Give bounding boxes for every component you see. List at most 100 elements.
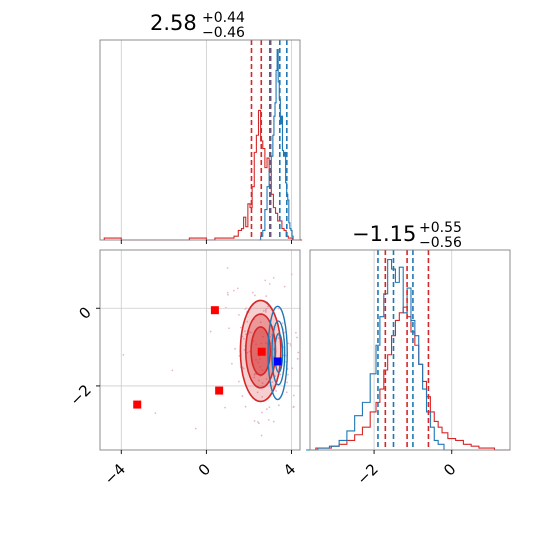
scatter-point bbox=[240, 326, 242, 329]
scatter-point bbox=[209, 330, 212, 333]
scatter-point bbox=[287, 373, 289, 376]
scatter-point bbox=[228, 327, 230, 330]
red-marker bbox=[215, 386, 224, 395]
panel-frame bbox=[99, 249, 301, 451]
scatter-point bbox=[241, 395, 244, 397]
scatter-point bbox=[271, 381, 273, 384]
scatter-point bbox=[294, 331, 297, 334]
x-tick-label: 0 bbox=[195, 460, 214, 479]
scatter-point bbox=[241, 335, 244, 338]
scatter-point bbox=[224, 306, 227, 309]
scatter-point bbox=[261, 382, 264, 385]
panel-frame bbox=[99, 39, 301, 241]
x-tick-label: −2 bbox=[354, 460, 382, 488]
scatter-point bbox=[272, 276, 275, 279]
scatter-point bbox=[249, 331, 252, 334]
title-param1: 2.58 +0.44 −0.46 bbox=[150, 10, 245, 41]
title-param1-upper: +0.44 bbox=[202, 10, 245, 26]
scatter-point bbox=[277, 307, 280, 310]
scatter-point bbox=[258, 379, 260, 382]
contour-blue-2 bbox=[274, 332, 284, 374]
scatter-point bbox=[297, 351, 300, 354]
scatter-point bbox=[291, 367, 294, 370]
scatter-point bbox=[275, 390, 277, 392]
scatter-point bbox=[244, 405, 247, 408]
scatter-point bbox=[244, 333, 247, 336]
scatter-point bbox=[242, 367, 245, 370]
scatter-point bbox=[272, 420, 275, 423]
scatter-point bbox=[238, 380, 240, 383]
title-param1-value: 2.58 bbox=[150, 11, 197, 35]
scatter-point bbox=[171, 369, 174, 372]
scatter-point bbox=[283, 285, 286, 288]
scatter-point bbox=[265, 295, 268, 297]
scatter-point bbox=[265, 377, 268, 380]
scatter-point bbox=[236, 287, 239, 290]
scatter-point bbox=[260, 434, 263, 437]
x-tick-label: 0 bbox=[440, 460, 459, 479]
scatter-point bbox=[261, 395, 264, 398]
scatter-point bbox=[255, 343, 258, 346]
scatter-point bbox=[296, 357, 299, 360]
histogram-sample_b bbox=[258, 48, 295, 241]
scatter-point bbox=[265, 408, 268, 411]
scatter-point bbox=[260, 342, 263, 345]
scatter-point bbox=[248, 350, 251, 353]
scatter-point bbox=[234, 347, 236, 350]
red-marker bbox=[257, 347, 266, 356]
scatter-point bbox=[244, 330, 246, 333]
scatter-point bbox=[226, 267, 229, 269]
scatter-point bbox=[232, 289, 235, 292]
scatter-point bbox=[238, 314, 240, 316]
title-param2-value: −1.15 bbox=[352, 222, 416, 246]
scatter-point bbox=[277, 404, 280, 407]
blue-marker bbox=[273, 357, 282, 366]
scatter-point bbox=[264, 310, 267, 313]
histogram-sample_a bbox=[308, 306, 510, 451]
scatter-point bbox=[264, 279, 267, 282]
scatter-point bbox=[227, 293, 229, 296]
joint-panel: −4 0 4 −2 0 bbox=[66, 249, 301, 488]
y-tick-label: −2 bbox=[66, 381, 94, 409]
scatter-point bbox=[268, 283, 271, 285]
x-tick-label: −4 bbox=[101, 460, 129, 488]
scatter-point bbox=[245, 307, 248, 310]
scatter-point bbox=[226, 291, 229, 294]
scatter-point bbox=[246, 320, 249, 323]
y-tick-label: 0 bbox=[75, 303, 94, 322]
scatter-point bbox=[257, 421, 259, 423]
scatter-point bbox=[259, 358, 261, 361]
scatter-point bbox=[246, 351, 249, 354]
scatter-point bbox=[255, 358, 257, 361]
param2-marginal-panel: −2 0 bbox=[306, 249, 511, 488]
scatter-point bbox=[257, 361, 260, 364]
red-marker bbox=[210, 306, 219, 315]
scatter-point bbox=[285, 391, 288, 394]
scatter-point bbox=[290, 273, 293, 276]
scatter-point bbox=[262, 335, 264, 338]
title-param2-lower: −0.56 bbox=[419, 235, 462, 251]
scatter-point bbox=[267, 418, 270, 421]
scatter-point bbox=[264, 342, 267, 345]
scatter-point bbox=[259, 321, 262, 324]
scatter-point bbox=[264, 309, 267, 312]
scatter-point bbox=[281, 322, 284, 325]
scatter-point bbox=[224, 406, 226, 409]
scatter-point bbox=[251, 291, 254, 294]
scatter-point bbox=[154, 412, 157, 415]
histogram-sample_a bbox=[103, 109, 303, 241]
scatter-point bbox=[253, 373, 256, 376]
scatter-point bbox=[269, 335, 272, 338]
scatter-point bbox=[122, 353, 125, 356]
scatter-point bbox=[254, 294, 256, 297]
histogram-sample_b bbox=[306, 258, 454, 451]
scatter-point bbox=[253, 420, 256, 422]
scatter-point bbox=[286, 381, 289, 384]
contour-blue-0 bbox=[267, 305, 288, 401]
title-param2: −1.15 +0.55 −0.56 bbox=[352, 220, 462, 251]
scatter-point bbox=[262, 309, 265, 312]
scatter-point bbox=[194, 427, 197, 430]
red-marker bbox=[133, 400, 142, 409]
scatter-point bbox=[279, 373, 282, 376]
